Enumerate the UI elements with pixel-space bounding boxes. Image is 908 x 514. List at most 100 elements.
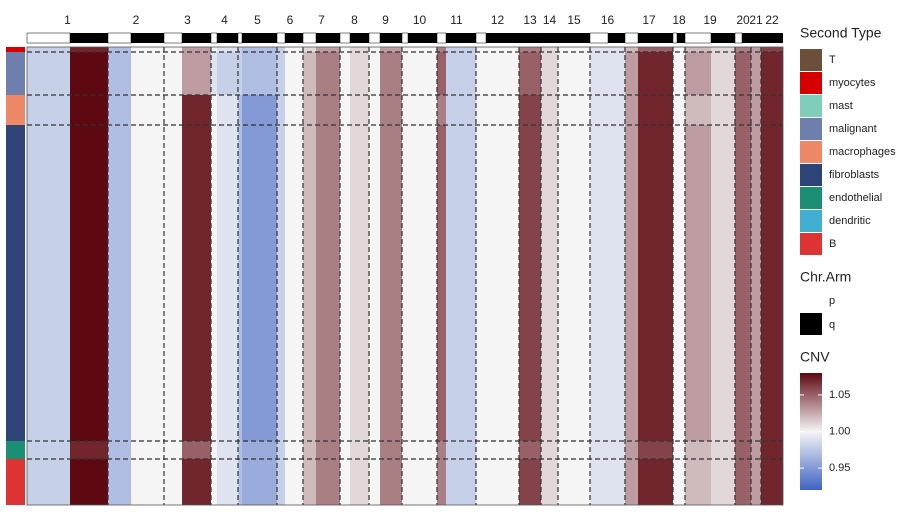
cnv-cell bbox=[350, 125, 369, 441]
cnv-cell bbox=[677, 459, 685, 505]
cnv-cell bbox=[380, 459, 402, 505]
cnv-cell bbox=[558, 125, 590, 441]
legend-label: macrophages bbox=[829, 146, 896, 158]
cnv-cell bbox=[638, 52, 673, 95]
cnv-cell bbox=[735, 459, 742, 505]
cnv-cell bbox=[303, 459, 316, 505]
cnv-cell bbox=[761, 52, 783, 95]
cnv-cell bbox=[735, 95, 742, 125]
cnv-cell bbox=[182, 47, 211, 52]
cnv-cell bbox=[735, 47, 742, 52]
cnv-cell bbox=[277, 95, 285, 125]
cnv-cell bbox=[590, 441, 608, 459]
cnv-cell bbox=[486, 95, 519, 125]
chromosome-label: 19 bbox=[703, 13, 717, 27]
cnv-cell bbox=[303, 441, 316, 459]
cnv-cell bbox=[108, 441, 131, 459]
cnv-cell bbox=[303, 52, 316, 95]
cnv-cell bbox=[541, 95, 558, 125]
arm-q bbox=[70, 33, 108, 43]
cnv-cell bbox=[590, 47, 608, 52]
cnv-cell bbox=[285, 441, 303, 459]
chromosome-label: 16 bbox=[601, 13, 615, 27]
arm-p bbox=[624, 32, 639, 44]
cnv-cell bbox=[446, 441, 476, 459]
chromosome-label: 4 bbox=[221, 13, 228, 27]
cnv-cell bbox=[182, 125, 211, 441]
cnv-cell bbox=[761, 459, 783, 505]
arm-p bbox=[26, 32, 71, 44]
cnv-cell bbox=[238, 52, 242, 95]
cnv-cell bbox=[625, 441, 638, 459]
cnv-cell bbox=[242, 52, 277, 95]
arm-q bbox=[761, 33, 783, 43]
cnv-cell bbox=[711, 441, 735, 459]
cnv-cell bbox=[590, 459, 608, 505]
legend-swatch bbox=[800, 164, 822, 186]
arm-p bbox=[107, 32, 132, 44]
arm-q bbox=[217, 33, 238, 43]
cnv-cell bbox=[27, 459, 70, 505]
cnv-cell bbox=[380, 95, 402, 125]
cnv-cell bbox=[340, 47, 350, 52]
cnv-cell bbox=[437, 95, 446, 125]
arm-q bbox=[742, 33, 751, 43]
arm-q bbox=[316, 33, 340, 43]
legend-title: Chr.Arm bbox=[800, 269, 851, 285]
cnv-cell bbox=[673, 459, 677, 505]
cnv-cell bbox=[316, 95, 340, 125]
cnv-cell bbox=[711, 95, 735, 125]
colorbar-label: 1.00 bbox=[829, 425, 850, 437]
cnv-cell bbox=[558, 47, 590, 52]
cnv-cell bbox=[402, 47, 408, 52]
cnv-cell bbox=[608, 52, 625, 95]
cnv-cell bbox=[408, 441, 437, 459]
colorbar-label: 1.05 bbox=[829, 389, 850, 401]
arm-p bbox=[237, 32, 243, 44]
legend-label: endothelial bbox=[829, 192, 882, 204]
chromosome-label: 7 bbox=[318, 13, 325, 27]
arm-p bbox=[672, 32, 678, 44]
colorbar-label: 0.95 bbox=[829, 462, 850, 474]
legend-label: dendritic bbox=[829, 215, 871, 227]
cnv-cell bbox=[164, 441, 182, 459]
cnv-cell bbox=[316, 125, 340, 441]
cnv-cell bbox=[685, 52, 711, 95]
cnv-cell bbox=[131, 95, 164, 125]
cnv-cell bbox=[408, 52, 437, 95]
arm-q bbox=[408, 33, 437, 43]
arm-q bbox=[541, 33, 558, 43]
cnv-cell bbox=[519, 95, 541, 125]
cnv-cell bbox=[519, 125, 541, 441]
heatmap-border bbox=[26, 46, 784, 506]
chromosome-label: 22 bbox=[765, 13, 779, 27]
arm-q bbox=[446, 33, 476, 43]
cnv-cell bbox=[735, 441, 742, 459]
cnv-cell bbox=[350, 441, 369, 459]
cnv-cell bbox=[108, 459, 131, 505]
cnv-cell bbox=[625, 47, 638, 52]
arm-q bbox=[486, 33, 519, 43]
row-annotation bbox=[6, 459, 25, 505]
legend-swatch bbox=[800, 72, 822, 94]
cnv-cell bbox=[131, 125, 164, 441]
cnv-cell bbox=[70, 52, 108, 95]
row-annotation bbox=[6, 95, 25, 125]
cnv-cell bbox=[541, 52, 558, 95]
cnv-cell bbox=[742, 95, 751, 125]
cnv-cell bbox=[446, 95, 476, 125]
cnv-cell bbox=[303, 95, 316, 125]
cnv-cell bbox=[182, 52, 211, 95]
cnv-cell bbox=[182, 441, 211, 459]
cnv-cell bbox=[402, 52, 408, 95]
cnv-cell bbox=[217, 95, 238, 125]
cnv-cell bbox=[70, 47, 108, 52]
arm-p bbox=[589, 32, 609, 44]
cnv-cell bbox=[131, 441, 164, 459]
cnv-cell bbox=[735, 52, 742, 95]
cnv-cell bbox=[380, 441, 402, 459]
cnv-cell bbox=[437, 125, 446, 441]
cnv-cell bbox=[541, 441, 558, 459]
cnv-cell bbox=[638, 47, 673, 52]
cnv-cell bbox=[558, 459, 590, 505]
